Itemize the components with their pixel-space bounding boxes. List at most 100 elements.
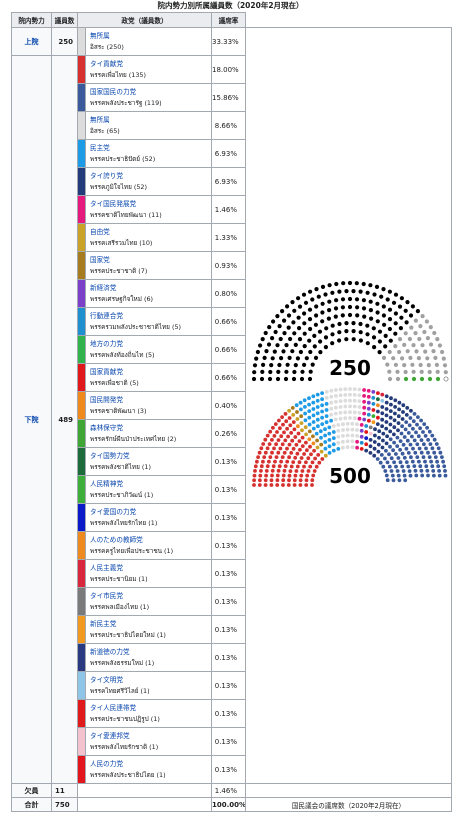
seat-dot xyxy=(275,478,280,483)
party-link[interactable]: 新民主党 xyxy=(90,619,117,628)
seat-dot xyxy=(293,435,298,439)
seat-dot xyxy=(279,459,283,464)
seat-dot xyxy=(404,460,409,464)
seat-dot xyxy=(296,315,301,320)
party-link[interactable]: 無所属 xyxy=(90,115,110,124)
seat-dot xyxy=(313,456,317,461)
seat-dot xyxy=(297,460,302,465)
seat-dot xyxy=(324,390,329,394)
seat-dot xyxy=(408,416,413,420)
party-share: 6.93% xyxy=(211,139,246,168)
party-link[interactable]: タイ貢献党 xyxy=(90,59,123,68)
header-party: 政党（議員数） xyxy=(77,12,212,28)
seat-dot xyxy=(329,388,334,393)
seat-dot xyxy=(359,423,364,427)
party-color-swatch xyxy=(77,447,86,476)
party-link[interactable]: タイ愛連邦党 xyxy=(90,731,130,740)
seat-dot xyxy=(413,331,418,336)
party-thai-name: พรรคภูมิใจไทย (52) xyxy=(90,182,147,191)
seat-dot xyxy=(396,421,401,425)
upper-house-arch xyxy=(251,280,449,382)
seat-dot xyxy=(312,448,316,453)
party-cell: 人民主義党 พรรคประชานิยม (1) xyxy=(85,559,212,588)
seat-dot xyxy=(324,420,329,425)
party-link[interactable]: 新道徳の力党 xyxy=(90,647,130,656)
party-link[interactable]: タイ国民発展党 xyxy=(90,199,137,208)
party-link[interactable]: 国家国民の力党 xyxy=(90,87,137,96)
seat-dot xyxy=(410,434,414,439)
seat-dot xyxy=(430,464,435,469)
seat-dot xyxy=(320,319,325,324)
seat-dot xyxy=(368,451,373,455)
seat-dot xyxy=(310,362,315,367)
party-link[interactable]: タイ誇り党 xyxy=(90,171,123,180)
seat-dot xyxy=(417,459,421,464)
party-link[interactable]: 森林保守党 xyxy=(90,423,123,432)
seat-dot xyxy=(286,325,291,330)
party-link[interactable]: 地方の力党 xyxy=(90,339,123,348)
seat-dot xyxy=(327,308,332,313)
party-share: 6.93% xyxy=(211,167,246,196)
party-link[interactable]: タイ国勢力党 xyxy=(90,451,130,460)
party-link[interactable]: 新経済党 xyxy=(90,283,117,292)
seat-dot xyxy=(345,445,350,449)
party-link[interactable]: 国家党 xyxy=(90,255,110,264)
party-row: タイ文明党 พรรคไทยศรีวิไลย์ (1) 0.13% xyxy=(12,671,452,700)
party-row: 人民主義党 พรรคประชานิยม (1) 0.13% xyxy=(12,559,452,588)
seat-dot xyxy=(389,456,394,461)
party-link[interactable]: 国民開発党 xyxy=(90,395,123,404)
seat-dot xyxy=(395,444,400,448)
upper-chamber-link[interactable]: 上院 xyxy=(11,27,52,56)
party-link[interactable]: 民主党 xyxy=(90,143,110,152)
seat-dot xyxy=(273,422,278,426)
party-link[interactable]: 人民の力党 xyxy=(90,759,123,768)
vacant-share: 1.46% xyxy=(211,783,246,798)
seat-dot xyxy=(344,337,349,342)
seat-dot xyxy=(400,417,405,421)
seat-dot xyxy=(364,430,369,434)
seat-dot xyxy=(387,289,392,294)
party-link[interactable]: 無所属 xyxy=(90,31,110,40)
seat-dot xyxy=(407,423,412,428)
seat-dot xyxy=(436,446,441,451)
seat-dot xyxy=(267,442,272,446)
party-link[interactable]: タイ愛国の力党 xyxy=(90,507,137,516)
seat-dot xyxy=(365,332,370,337)
seat-dot xyxy=(440,455,444,459)
party-color-swatch xyxy=(77,335,86,364)
party-link[interactable]: タイ市民党 xyxy=(90,591,123,600)
party-link[interactable]: 人民主義党 xyxy=(90,563,123,572)
seat-dot xyxy=(347,304,353,310)
seat-dot xyxy=(251,376,257,382)
seat-dot xyxy=(305,448,309,453)
party-link[interactable]: 行動連合党 xyxy=(90,311,123,320)
party-link[interactable]: タイ人民連帯党 xyxy=(90,703,137,712)
seat-dot xyxy=(282,450,287,455)
seat-dot xyxy=(387,452,391,457)
seat-dot xyxy=(345,421,350,426)
header-chamber: 院内勢力 xyxy=(11,12,52,28)
seat-dot xyxy=(294,469,299,473)
seat-dot xyxy=(264,349,269,354)
seat-dot xyxy=(277,464,282,469)
seat-dot xyxy=(311,394,316,399)
seat-dot xyxy=(381,304,386,309)
seat-dot xyxy=(295,356,300,361)
seat-dot xyxy=(366,412,371,417)
party-link[interactable]: タイ文明党 xyxy=(90,675,123,684)
seat-dot xyxy=(434,362,439,367)
party-cell: 自由党 พรรคเสรีรวมไทย (10) xyxy=(85,223,212,252)
seat-dot xyxy=(341,281,346,286)
party-link[interactable]: 人のための教師党 xyxy=(90,535,143,544)
lower-chamber-link[interactable]: 下院 xyxy=(11,55,52,784)
seat-dot xyxy=(410,459,415,464)
seat-dot xyxy=(323,453,328,458)
party-link[interactable]: 国家貢献党 xyxy=(90,367,123,376)
seat-dot xyxy=(336,440,341,445)
seat-dot xyxy=(424,446,428,451)
party-thai-name: พรรคประชาภิวัฒน์ (1) xyxy=(90,490,154,499)
party-link[interactable]: 人民精神党 xyxy=(90,479,123,488)
party-link[interactable]: 自由党 xyxy=(90,227,110,236)
seat-dot xyxy=(396,473,401,478)
seat-dot xyxy=(314,313,319,318)
